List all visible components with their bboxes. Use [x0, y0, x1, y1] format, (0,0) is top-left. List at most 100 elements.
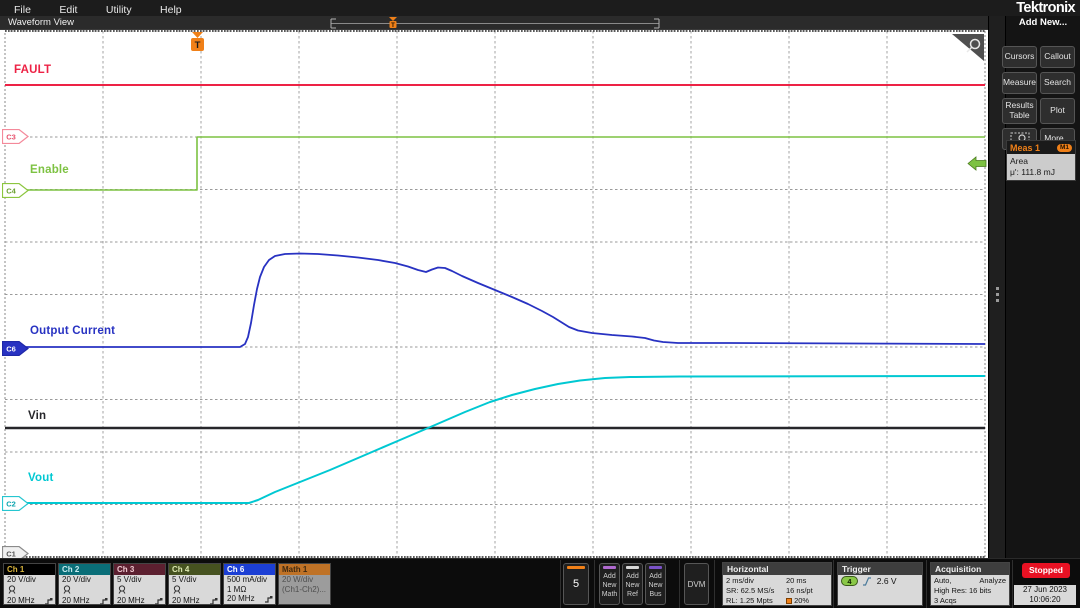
channel-badge-ch2[interactable]: Ch 2 20 V/div 20 MHz	[58, 563, 111, 605]
svg-text:T: T	[391, 23, 395, 29]
trace-label-fault: FAULT	[14, 64, 52, 76]
channel-marker-label: C2	[6, 500, 16, 509]
acquisition-count: 3 Acqs	[934, 596, 957, 605]
run-stop-button[interactable]: Stopped	[1022, 563, 1070, 578]
drag-handle-dots-icon	[989, 284, 1005, 305]
channel-badge-math1[interactable]: Math 1 20 W/div (Ch1-Ch2)...	[278, 563, 331, 605]
menu-help[interactable]: Help	[160, 4, 182, 16]
channel-marker-label: C6	[6, 345, 16, 354]
add-new-math-button[interactable]: Add New Math	[599, 563, 620, 605]
menu-edit[interactable]: Edit	[59, 4, 78, 16]
acquisition-detail: High Res: 16 bits	[934, 586, 992, 595]
dvm-button[interactable]: DVM	[684, 563, 709, 605]
bandwidth-limit-icon	[100, 597, 108, 605]
zoom-corner-control[interactable]	[950, 32, 986, 64]
rising-edge-icon	[863, 577, 872, 586]
datetime-display: 27 Jun 2023 10:06:20	[1014, 585, 1076, 605]
channel-marker-c4[interactable]: C4	[1, 182, 29, 203]
meas1-m1-badge: M1	[1056, 143, 1072, 152]
bandwidth-limit-icon	[155, 597, 163, 605]
plot-button[interactable]: Plot	[1040, 98, 1075, 124]
trace-label-vout: Vout	[28, 472, 54, 484]
channel-marker-c2[interactable]: C2	[1, 495, 29, 516]
horizontal-resolution: 16 ns/pt	[786, 586, 813, 595]
trigger-level-arrow[interactable]	[967, 155, 988, 173]
probe-icon	[63, 584, 71, 594]
channel-scale: 20 V/div	[62, 575, 91, 584]
channel-scale: 20 V/div	[7, 575, 36, 584]
channel-badge-settings: 500 mA/div 1 MΩ 20 MHz	[224, 575, 275, 604]
trigger-panel[interactable]: Trigger 4 2.6 V	[837, 562, 923, 606]
trigger-position-marker[interactable]: T	[189, 31, 206, 57]
horizontal-overview-bar[interactable]: T	[328, 17, 662, 29]
horizontal-window: 20 ms	[786, 576, 807, 585]
horizontal-title: Horizontal	[723, 563, 831, 575]
results-table-button[interactable]: Results Table	[1002, 98, 1037, 124]
horizontal-record-length: RL: 1.25 Mpts	[726, 596, 773, 605]
bandwidth-limit-icon	[265, 595, 273, 603]
bandwidth-row: 20 MHz	[172, 596, 218, 606]
bandwidth-row: 20 MHz	[117, 596, 163, 606]
cursors-button[interactable]: Cursors	[1002, 46, 1037, 68]
graticule-border	[4, 30, 986, 558]
horizontal-position-icon	[786, 598, 792, 604]
channel-scale: 5 V/div	[172, 575, 197, 584]
trace-vout	[5, 375, 986, 504]
bandwidth-row: 20 MHz	[227, 594, 273, 604]
probe-icon	[173, 584, 181, 594]
channel-badge-settings: 5 V/div 20 MHz	[114, 575, 165, 606]
channel-bandwidth: 20 MHz	[172, 596, 200, 605]
horizontal-position: 20%	[786, 596, 830, 606]
menu-utility[interactable]: Utility	[105, 4, 132, 16]
channel-marker-c3[interactable]: C3	[1, 128, 29, 149]
channel-badge-ch1[interactable]: Ch 1 20 V/div 20 MHz	[3, 563, 56, 605]
acquisition-panel[interactable]: Acquisition Auto, Analyze High Res: 16 b…	[930, 562, 1010, 606]
trace-enable	[5, 136, 985, 191]
meas1-results-badge[interactable]: Meas 1 M1 Area μ': 111.8 mJ	[1006, 140, 1076, 181]
add-new-ref-button[interactable]: Add New Ref	[622, 563, 643, 605]
wave-count-button[interactable]: 5	[563, 563, 589, 605]
bandwidth-row: 20 MHz	[62, 596, 108, 606]
panel-divider-handle[interactable]	[988, 16, 1006, 558]
channel-impedance: 1 MΩ	[227, 584, 247, 594]
channel-marker-label: C4	[6, 187, 16, 196]
bottom-settings-bar: Ch 1 20 V/div 20 MHz Ch 2 20 V/div 20 MHz Ch 3…	[0, 558, 1080, 608]
channel-badge-title: Ch 4	[169, 564, 220, 575]
trigger-title: Trigger	[838, 563, 922, 575]
bandwidth-row: 20 MHz	[7, 596, 53, 606]
measure-button[interactable]: Measure	[1002, 72, 1037, 94]
channel-scale: 5 V/div	[117, 575, 142, 584]
horizontal-sample-rate: SR: 62.5 MS/s	[726, 586, 775, 595]
bandwidth-limit-icon	[210, 597, 218, 605]
channel-badge-title: Ch 6	[224, 564, 275, 575]
tab-waveform-view[interactable]: Waveform View	[8, 17, 74, 28]
channel-scale: 20 W/div	[282, 575, 314, 584]
waveform-plot-area[interactable]: FAULT Enable Output Current Vin Vout C3 C4 C6 C…	[0, 30, 988, 558]
overview-bracket-left	[330, 18, 336, 29]
horizontal-panel[interactable]: Horizontal 2 ms/div 20 ms SR: 62.5 MS/s …	[722, 562, 832, 606]
overview-trigger-pin-icon[interactable]: T	[389, 17, 397, 29]
probe-row	[117, 584, 163, 597]
search-button[interactable]: Search	[1040, 72, 1075, 94]
callout-button[interactable]: Callout	[1040, 46, 1075, 68]
trigger-level: 2.6 V	[876, 576, 897, 586]
channel-marker-c1[interactable]: C1	[1, 545, 29, 558]
probe-row	[172, 584, 218, 597]
channel-bandwidth: 20 MHz	[7, 596, 35, 605]
channel-badge-title: Ch 1	[4, 564, 55, 575]
probe-row	[62, 584, 108, 597]
add-new-bus-button[interactable]: Add New Bus	[645, 563, 666, 605]
trace-label-output-current: Output Current	[30, 325, 116, 337]
trace-label-vin: Vin	[28, 410, 47, 422]
magnifier-icon	[966, 38, 981, 53]
tektronix-logo: Tektronix	[1016, 0, 1075, 16]
trace-label-enable: Enable	[30, 164, 69, 176]
channel-source-expression: (Ch1-Ch2)...	[282, 584, 327, 594]
channel-marker-c6[interactable]: C6	[1, 340, 29, 361]
channel-bandwidth: 20 MHz	[117, 596, 145, 605]
menu-file[interactable]: File	[14, 4, 31, 16]
channel-badge-settings: 20 V/div 20 MHz	[4, 575, 55, 606]
channel-badge-ch6[interactable]: Ch 6 500 mA/div 1 MΩ 20 MHz	[223, 563, 276, 605]
